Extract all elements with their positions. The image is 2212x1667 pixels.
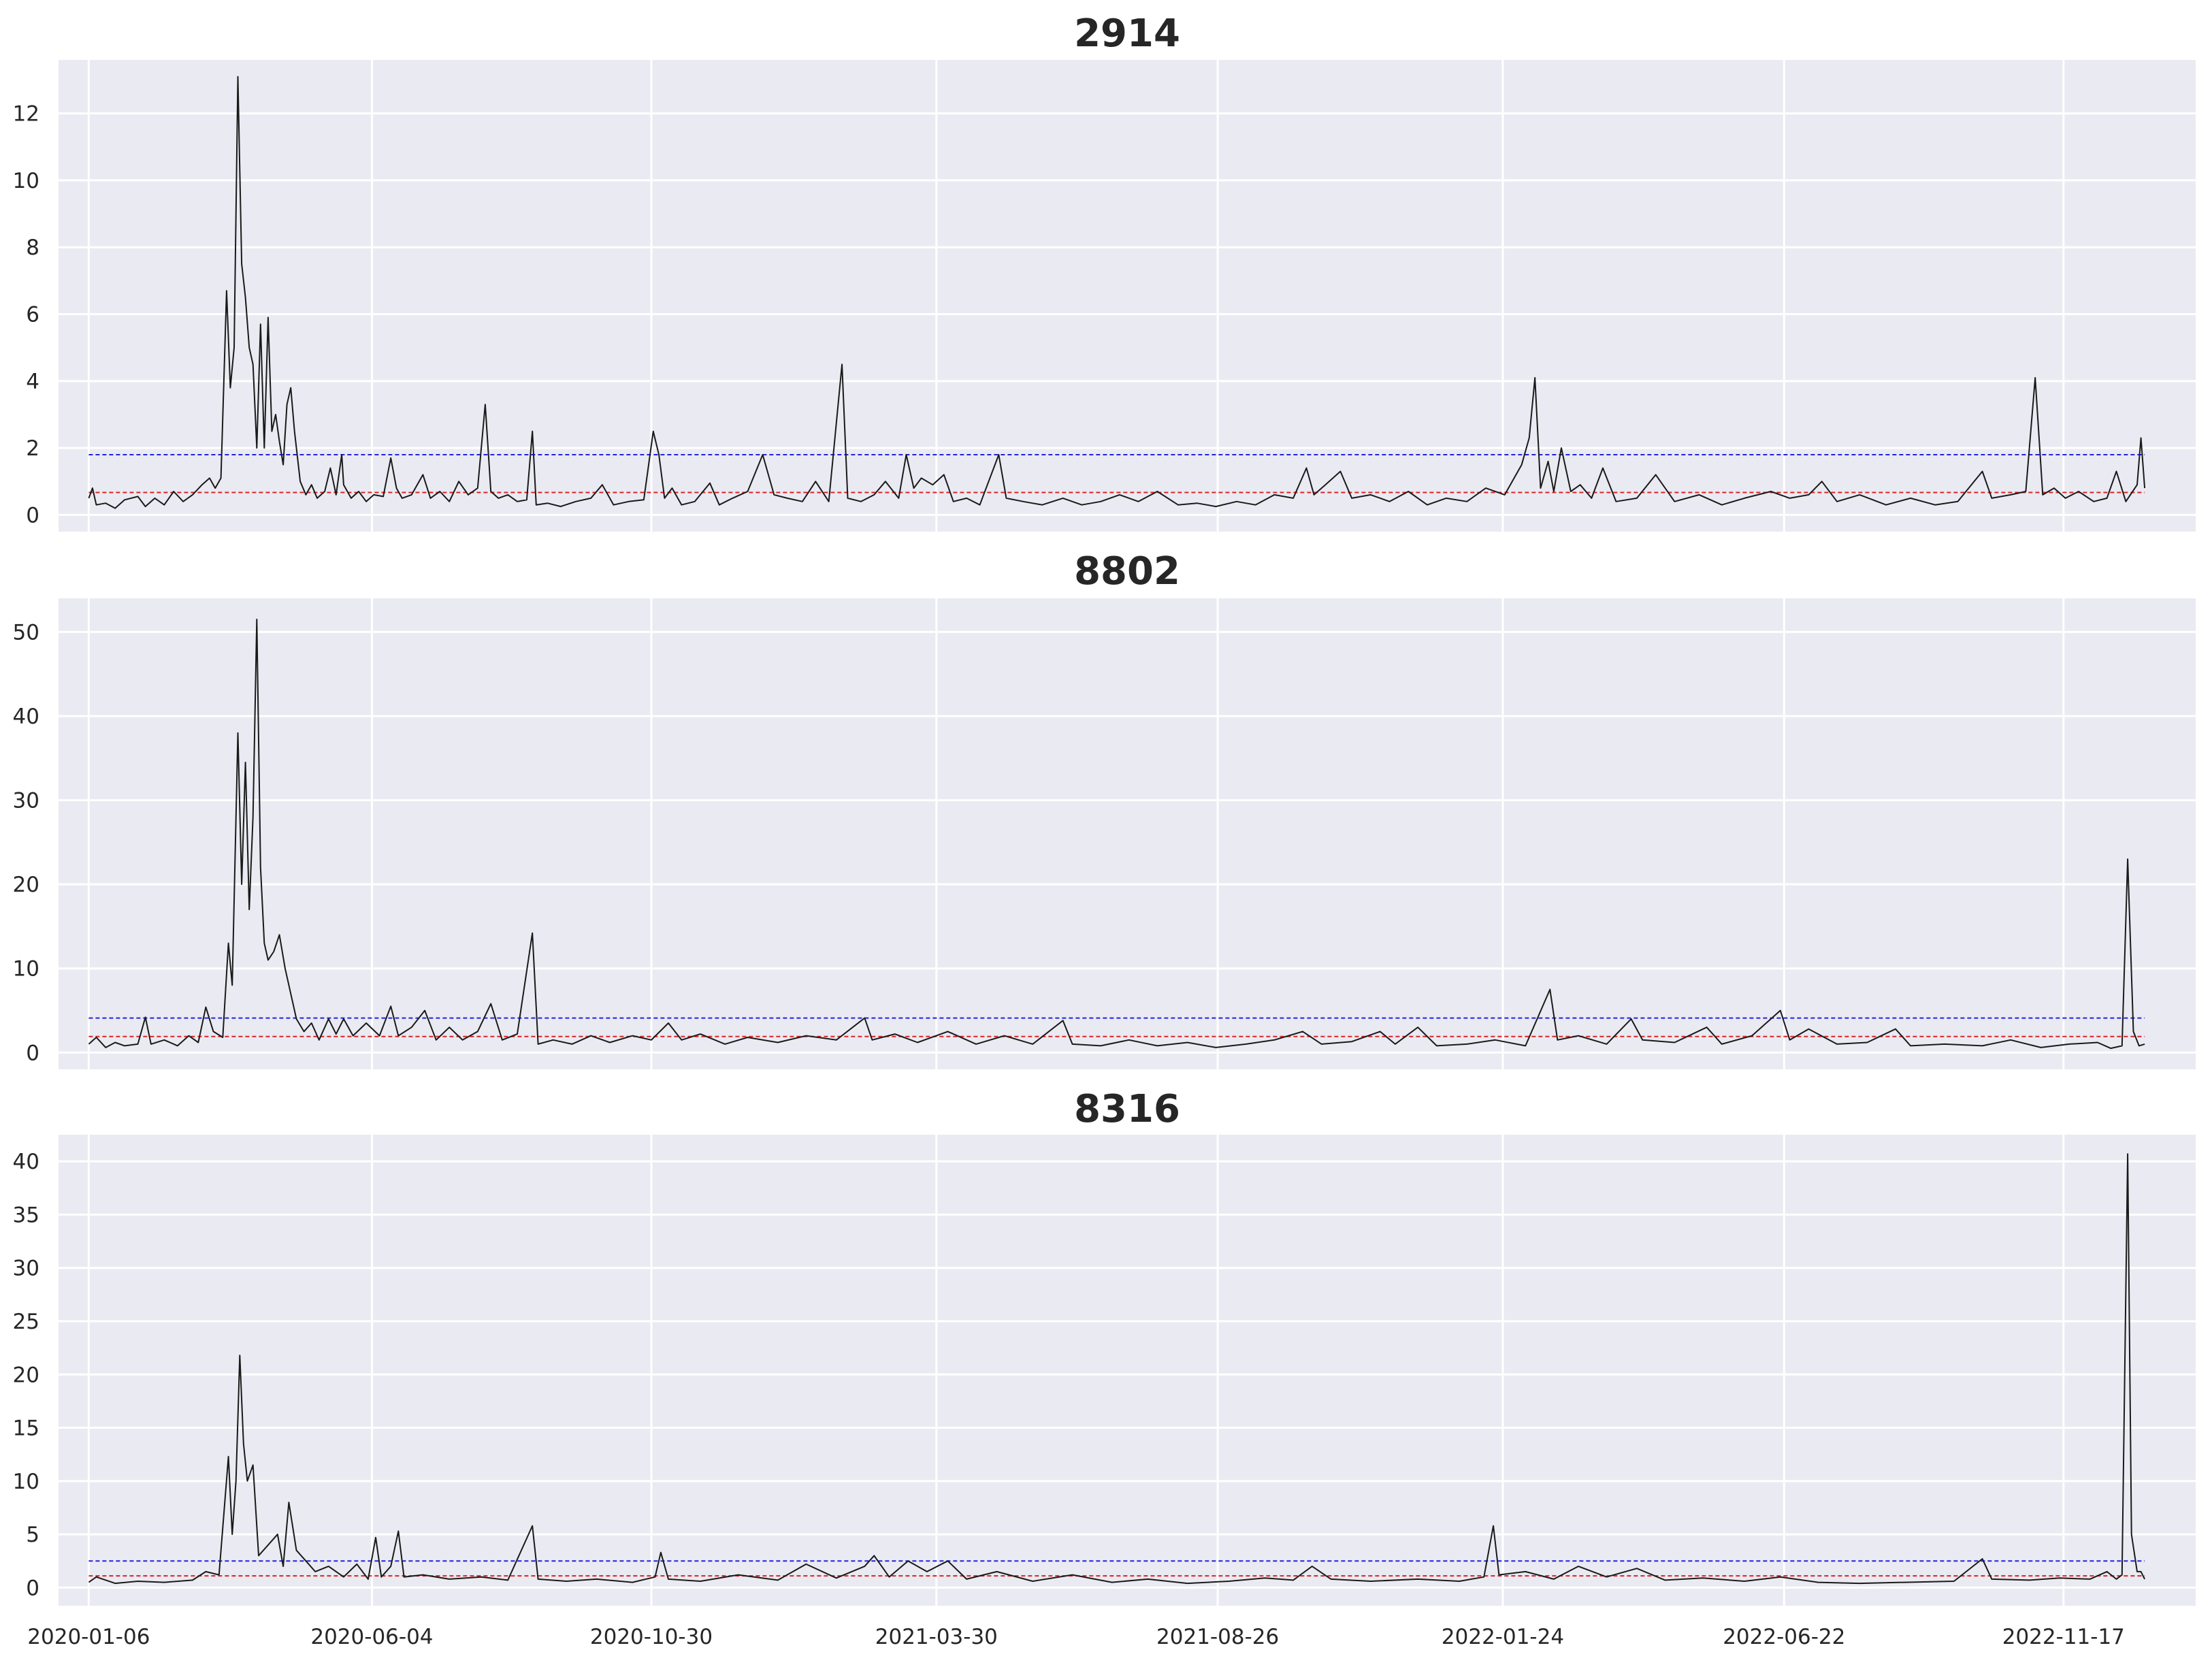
plot-area — [59, 1135, 2196, 1606]
y-tick-label: 12 — [13, 102, 39, 127]
reference-lines — [88, 1017, 2145, 1037]
y-tick-label: 0 — [26, 503, 39, 528]
y-tick-label: 10 — [13, 169, 39, 193]
y-tick-label: 8 — [26, 236, 39, 260]
series-layer — [88, 618, 2145, 1050]
x-tick-label: 2022-11-17 — [2002, 1625, 2125, 1649]
y-tick-labels: 0 2 4 6 8 10 12 — [13, 102, 39, 528]
series-line — [88, 76, 2146, 509]
x-tick-label: 2020-06-04 — [310, 1625, 433, 1649]
y-tick-labels: 0 10 20 30 40 50 — [13, 620, 39, 1065]
x-tick-labels: 2020-01-06 2020-06-04 2020-10-30 2021-03-30… — [27, 1625, 2125, 1649]
x-tick-label: 2021-08-26 — [1156, 1625, 1279, 1649]
series-line — [88, 1153, 2145, 1585]
chart-title: 8316 — [1074, 1087, 1180, 1131]
grid — [59, 598, 2196, 1069]
plot-area — [59, 598, 2196, 1069]
series-layer — [88, 76, 2146, 509]
series-layer — [88, 1153, 2145, 1585]
subplot-8802: 0 10 20 30 40 50 8802 — [13, 549, 2196, 1069]
x-tick-label: 2021-03-30 — [875, 1625, 998, 1649]
x-tick-label: 2020-01-06 — [27, 1625, 150, 1649]
y-tick-label: 40 — [13, 1150, 39, 1174]
y-tick-label: 25 — [13, 1310, 39, 1334]
y-tick-label: 40 — [13, 705, 39, 729]
y-tick-label: 0 — [26, 1041, 39, 1065]
y-tick-label: 4 — [26, 370, 39, 394]
y-tick-label: 30 — [13, 1257, 39, 1281]
x-tick-label: 2022-06-22 — [1723, 1625, 1845, 1649]
x-tick-label: 2022-01-24 — [1442, 1625, 1564, 1649]
grid — [59, 1135, 2196, 1606]
y-tick-label: 20 — [13, 873, 39, 897]
chart-title: 8802 — [1074, 549, 1180, 594]
grid — [59, 60, 2196, 532]
series-line — [88, 618, 2145, 1050]
y-tick-label: 5 — [26, 1523, 39, 1547]
y-tick-label: 20 — [13, 1363, 39, 1387]
y-tick-label: 35 — [13, 1203, 39, 1227]
x-tick-label: 2020-10-30 — [590, 1625, 713, 1649]
y-tick-label: 10 — [13, 1470, 39, 1494]
subplot-2914: 0 2 4 6 8 10 12 2914 — [13, 12, 2196, 532]
y-tick-labels: 0 5 10 15 20 25 30 35 40 — [13, 1150, 39, 1600]
y-tick-label: 2 — [26, 436, 39, 461]
y-tick-label: 15 — [13, 1417, 39, 1441]
plot-area — [59, 60, 2196, 532]
y-tick-label: 6 — [26, 303, 39, 327]
chart-title: 2914 — [1074, 12, 1180, 56]
y-tick-label: 0 — [26, 1576, 39, 1600]
y-tick-label: 50 — [13, 620, 39, 645]
y-tick-label: 30 — [13, 789, 39, 813]
y-tick-label: 10 — [13, 957, 39, 982]
reference-lines — [88, 453, 2145, 493]
